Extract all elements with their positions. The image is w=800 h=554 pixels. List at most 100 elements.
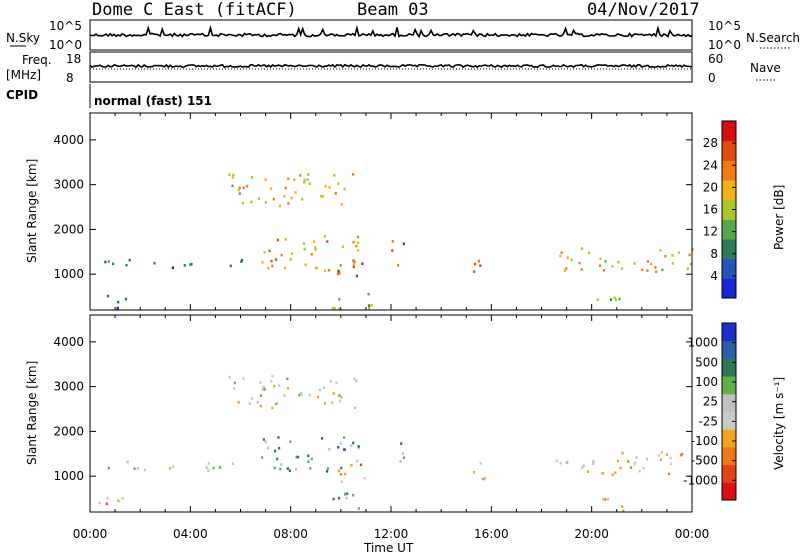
power-cell	[303, 181, 306, 184]
velocity-cell	[472, 471, 476, 474]
cpid-value: normal (fast) 151	[94, 94, 212, 108]
velocity-cell	[326, 467, 329, 470]
velocity-cell	[339, 472, 342, 476]
velocity-cell	[657, 454, 660, 457]
velocity-cell	[256, 401, 259, 404]
power-cell	[251, 176, 254, 179]
power-cell	[183, 264, 186, 267]
velocity-cell	[277, 436, 280, 439]
velocity-cell	[332, 392, 335, 395]
power-ylabel: Slant Range [km]	[25, 159, 39, 263]
power-cell	[479, 264, 482, 267]
velocity-cell	[346, 492, 349, 495]
velocity-cell	[355, 379, 358, 383]
power-cell	[263, 250, 266, 254]
velocity-cell	[172, 465, 175, 468]
power-cell	[326, 240, 329, 243]
power-cell	[116, 306, 119, 310]
velocity-cell	[344, 472, 347, 476]
power-cell	[268, 249, 271, 253]
power-cell	[270, 187, 273, 190]
power-cell	[646, 260, 649, 263]
velocity-cell	[665, 453, 668, 456]
power-cell	[261, 261, 264, 264]
velocity-cell	[274, 402, 277, 406]
velocity-cell	[321, 437, 324, 440]
power-cell	[343, 187, 346, 191]
power-cell	[355, 274, 358, 278]
station-title: Dome C East (fitACF)	[92, 0, 297, 20]
velocity-cell	[98, 501, 101, 505]
velocity-cell	[660, 451, 663, 454]
velocity-cell	[642, 466, 645, 470]
velocity-colorbar-tick-label: -1000	[683, 473, 718, 487]
velocity-colorbar-swatch	[722, 482, 736, 501]
noise-left-tick-high: 10^5	[49, 19, 82, 33]
velocity-cell	[300, 391, 303, 395]
power-cell	[337, 272, 340, 276]
velocity-cell	[121, 497, 124, 500]
power-cell	[333, 307, 336, 310]
velocity-cell	[357, 507, 360, 510]
power-colorbar-tick-label: 16	[703, 203, 718, 217]
power-colorbar-swatch	[722, 140, 736, 161]
velocity-cell	[143, 468, 147, 472]
velocity-cell	[233, 387, 236, 390]
velocity-cell	[635, 456, 638, 459]
power-cell	[264, 178, 267, 181]
power-cell	[328, 186, 331, 189]
velocity-cell	[278, 384, 281, 387]
power-cell	[559, 254, 562, 258]
velocity-cell	[335, 381, 338, 385]
power-cell	[473, 262, 477, 266]
velocity-cell	[586, 470, 590, 473]
power-cell	[351, 173, 355, 176]
velocity-cell	[352, 493, 355, 497]
power-cell	[617, 260, 620, 264]
velocity-cell	[601, 472, 605, 475]
power-cell	[334, 192, 337, 195]
velocity-cell	[339, 442, 342, 445]
velocity-colorbar-swatch	[722, 411, 736, 430]
velocity-cell	[634, 461, 637, 464]
power-cell	[307, 173, 310, 176]
velocity-cell	[616, 459, 620, 463]
velocity-cell	[323, 386, 326, 389]
power-heatmap-cells	[104, 173, 694, 311]
velocity-cell	[318, 388, 321, 392]
power-cell	[324, 184, 327, 188]
power-cell	[599, 257, 602, 260]
velocity-cell	[338, 394, 341, 397]
velocity-cell	[295, 467, 298, 471]
power-cell	[620, 267, 624, 270]
power-cell	[242, 186, 245, 190]
power-cell	[238, 186, 241, 190]
power-cell	[302, 242, 305, 245]
power-cell	[241, 201, 244, 205]
power-cell	[278, 204, 281, 208]
velocity-cell	[604, 498, 607, 501]
power-cell	[104, 260, 107, 264]
noise-right-tick-high: 10^5	[708, 19, 741, 33]
nave-label: Nave	[750, 61, 781, 75]
power-cell	[250, 200, 253, 204]
velocity-cell	[273, 466, 276, 470]
freq-left-tick-low: 8	[66, 71, 74, 85]
velocity-cell	[340, 395, 343, 399]
velocity-cell	[479, 462, 482, 465]
velocity-cell	[670, 462, 673, 466]
x-ticks: 00:00 04:00 08:00 12:00 16:00 20:00 00:00	[73, 527, 710, 541]
velocity-cell	[133, 467, 136, 471]
velocity-cell	[117, 499, 120, 503]
velocity-cell	[601, 498, 604, 501]
power-cell	[267, 266, 270, 270]
power-cell	[655, 270, 658, 274]
power-cell	[231, 176, 234, 179]
velocity-cell	[357, 445, 360, 448]
velocity-cell	[276, 457, 279, 461]
power-cell	[303, 178, 306, 182]
velocity-cell	[350, 444, 353, 447]
velocity-cell	[295, 455, 298, 459]
power-cell	[231, 184, 234, 188]
power-cell	[677, 251, 680, 254]
